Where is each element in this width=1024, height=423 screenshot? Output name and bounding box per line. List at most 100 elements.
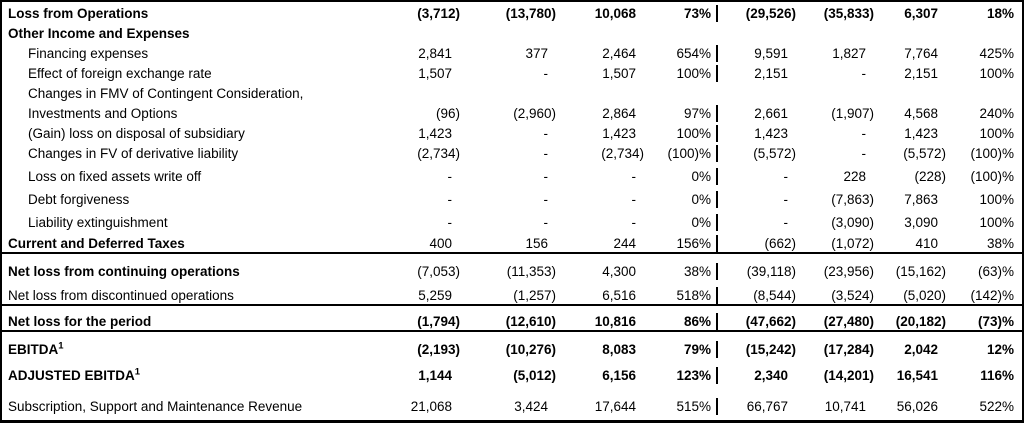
footnote-marker: 1 (58, 340, 64, 352)
value-cell: 2,340 (716, 367, 802, 384)
row-label: Debt forgiveness (28, 192, 130, 207)
value-cell: (29,526) (716, 5, 802, 22)
value-cell: - (861, 126, 867, 141)
value-cell: 10,068 (594, 6, 636, 21)
value-cell: - (716, 191, 802, 208)
value-cell: 1,507 (602, 66, 636, 81)
value-cell: - (631, 215, 637, 230)
value-cell: 156 (525, 236, 548, 251)
row-label: Changes in FV of derivative liability (28, 146, 239, 161)
value-cell: (15,162) (895, 264, 946, 279)
table-row: Changes in FMV of Contingent Considerati… (2, 82, 1022, 102)
value-cell: 79% (683, 342, 711, 357)
table-row: EBITDA1 (2,193) (10,276) 8,083 79% (15,242) (1… (2, 332, 1022, 358)
value-cell: (73)% (977, 314, 1014, 329)
value-cell: 10,741 (824, 399, 866, 414)
value-cell: 1,423 (602, 126, 636, 141)
value-cell: 2,464 (602, 46, 636, 61)
table-row: Net loss from continuing operations (7,05… (2, 254, 1022, 280)
value-cell: 97% (683, 106, 711, 121)
value-cell: (11,353) (506, 264, 556, 279)
row-label: ADJUSTED EBITDA1 (8, 366, 141, 383)
value-cell: 3,424 (514, 399, 548, 414)
value-cell: 2,151 (904, 66, 938, 81)
row-label: Effect of foreign exchange rate (28, 66, 212, 81)
value-cell: (1,794) (417, 314, 460, 329)
value-cell: 2,864 (602, 106, 636, 121)
value-cell: (3,712) (417, 6, 460, 21)
value-cell: (23,956) (823, 264, 874, 279)
value-cell: - (543, 215, 549, 230)
value-cell: (15,242) (716, 341, 802, 358)
value-cell: 425% (979, 46, 1014, 61)
row-label: Subscription, Support and Maintenance Re… (8, 399, 303, 414)
value-cell: (5,572) (716, 145, 802, 162)
value-cell: 8,083 (602, 342, 636, 357)
value-cell: 116% (980, 368, 1014, 383)
row-label: Financing expenses (28, 46, 149, 61)
value-cell: 100% (979, 215, 1014, 230)
value-cell: 1,423 (716, 125, 802, 142)
table-row: Loss on fixed assets write off - - -0% -228(… (2, 162, 1022, 185)
value-cell: (2,734) (417, 146, 460, 161)
value-cell: - (631, 192, 637, 207)
value-cell: - (543, 192, 549, 207)
table-row: Debt forgiveness - - -0% - (7,863) 7,863 100% (2, 185, 1022, 208)
value-cell: (12,610) (505, 314, 556, 329)
row-label: Liability extinguishment (28, 215, 168, 230)
value-cell: 1,423 (904, 126, 938, 141)
value-cell: 100% (979, 126, 1014, 141)
value-cell: (20,182) (895, 314, 946, 329)
table-row: Investments and Options (96) (2,960) 2,864 9… (2, 102, 1022, 122)
value-cell: 400 (429, 236, 452, 251)
value-cell: 377 (525, 46, 548, 61)
value-cell: 6,156 (602, 368, 636, 383)
table-row: Effect of foreign exchange rate 1,507 - 1,5… (2, 62, 1022, 82)
value-cell: - (447, 169, 453, 184)
value-cell: (142)% (970, 288, 1014, 303)
value-cell: 21,068 (410, 399, 452, 414)
value-cell: (7,053) (417, 264, 460, 279)
value-cell: 38% (683, 264, 711, 279)
value-cell: 7,863 (904, 192, 938, 207)
row-label: Net loss for the period (8, 314, 152, 329)
value-cell: 66,767 (716, 398, 802, 415)
table-row: (Gain) loss on disposal of subsidiary 1,4… (2, 122, 1022, 142)
value-cell: 123% (676, 368, 711, 383)
value-cell: 654% (676, 46, 711, 61)
value-cell: - (543, 126, 549, 141)
value-cell: 1,507 (418, 66, 452, 81)
table-row: Changes in FV of derivative liability (2,… (2, 142, 1022, 162)
value-cell: 244 (613, 236, 636, 251)
value-cell: 73% (683, 6, 711, 21)
row-label: Other Income and Expenses (8, 26, 190, 41)
value-cell: 6,516 (602, 288, 636, 303)
value-cell: (2,960) (513, 106, 556, 121)
value-cell: 1,144 (418, 368, 452, 383)
row-label: Loss on fixed assets write off (28, 169, 202, 184)
value-cell: - (447, 192, 453, 207)
value-cell: 2,151 (716, 65, 802, 82)
row-label: Investments and Options (28, 106, 178, 121)
row-label: Net loss from discontinued operations (8, 288, 234, 303)
value-cell: 86% (683, 314, 711, 329)
value-cell: 1,423 (418, 126, 452, 141)
value-cell: 522% (979, 399, 1014, 414)
value-cell: 12% (986, 342, 1014, 357)
table-row: Current and Deferred Taxes 400 156 244 156% (… (2, 231, 1022, 254)
value-cell: (5,572) (903, 146, 946, 161)
value-cell: 10,816 (594, 314, 636, 329)
value-cell: 56,026 (896, 399, 938, 414)
value-cell: (100)% (970, 169, 1014, 184)
value-cell: - (716, 214, 802, 231)
table-row: ADJUSTED EBITDA1 1,144 (5,012) 6,156 123% 2,3… (2, 358, 1022, 384)
value-cell: - (543, 169, 549, 184)
value-cell: (228) (914, 169, 946, 184)
value-cell: 38% (986, 236, 1014, 251)
value-cell: 410 (915, 236, 938, 251)
value-cell: (47,662) (716, 313, 802, 330)
value-cell: (1,907) (831, 106, 874, 121)
value-cell: (96) (435, 106, 460, 121)
value-cell: 228 (843, 169, 866, 184)
